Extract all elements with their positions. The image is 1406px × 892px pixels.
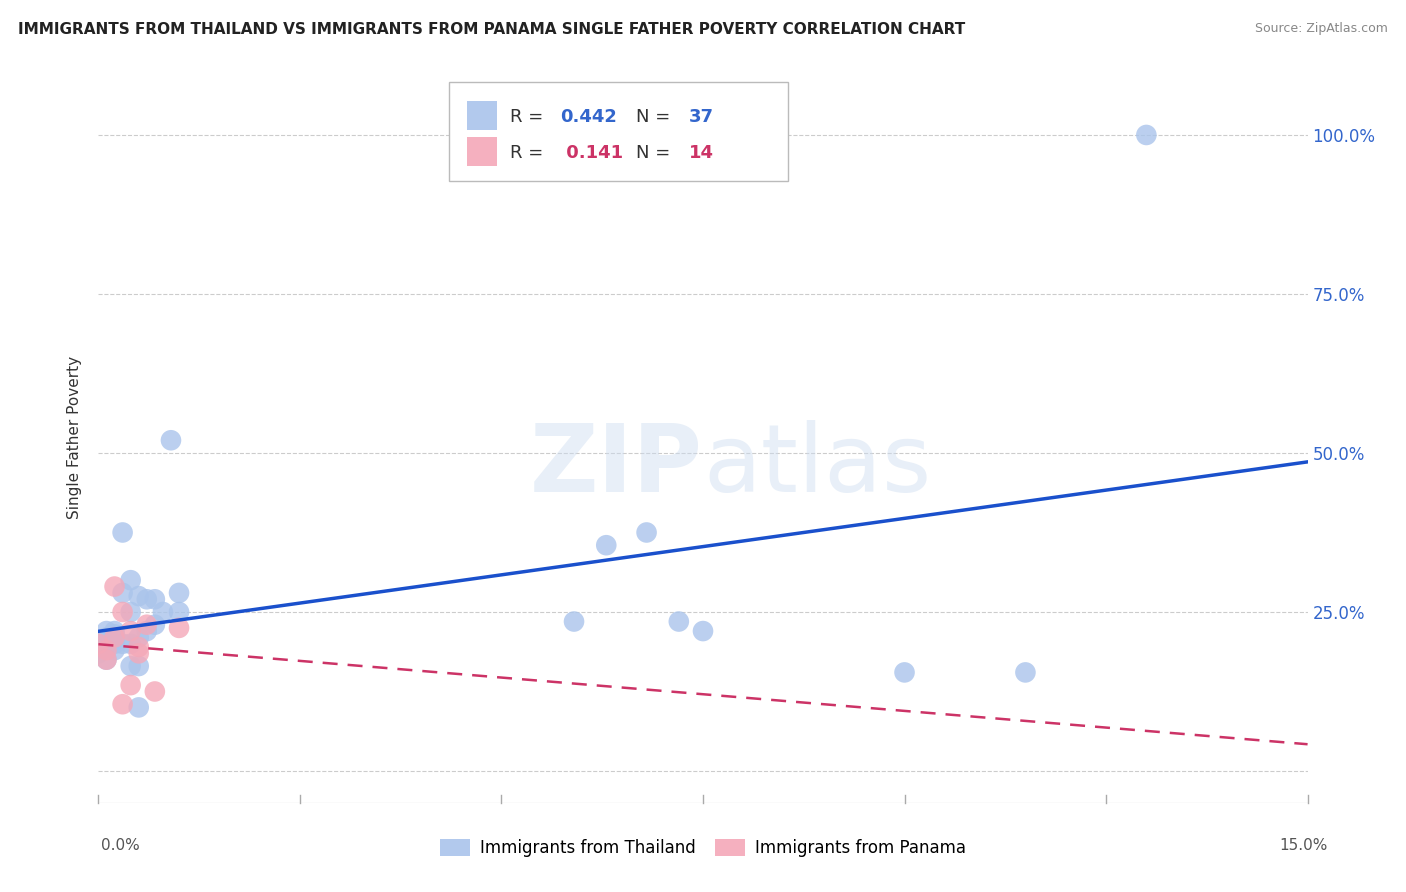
Text: R =: R = — [509, 145, 548, 162]
Point — [128, 589, 150, 603]
Text: 15.0%: 15.0% — [1279, 838, 1327, 853]
Point — [128, 631, 150, 645]
Text: R =: R = — [509, 108, 548, 126]
Point — [1135, 128, 1157, 142]
Point — [595, 538, 617, 552]
Point — [893, 665, 915, 680]
Point — [87, 637, 110, 651]
Point — [96, 653, 118, 667]
Point — [562, 615, 585, 629]
Point — [96, 624, 118, 638]
Point — [128, 640, 150, 654]
FancyBboxPatch shape — [449, 82, 787, 181]
Point — [143, 592, 166, 607]
Point — [160, 434, 183, 448]
Point — [167, 605, 190, 619]
Point — [128, 659, 150, 673]
Point — [96, 631, 118, 645]
Point — [111, 637, 134, 651]
Point — [103, 631, 125, 645]
Point — [128, 646, 150, 660]
Point — [96, 653, 118, 667]
Text: ZIP: ZIP — [530, 420, 703, 512]
Point — [120, 605, 142, 619]
Point — [135, 592, 157, 607]
Point — [143, 684, 166, 698]
Point — [103, 627, 125, 641]
Point — [135, 617, 157, 632]
Text: 0.442: 0.442 — [561, 108, 617, 126]
Point — [111, 586, 134, 600]
Point — [636, 525, 658, 540]
Point — [143, 617, 166, 632]
Point — [111, 605, 134, 619]
Text: 0.0%: 0.0% — [101, 838, 141, 853]
Point — [120, 573, 142, 587]
FancyBboxPatch shape — [467, 137, 498, 167]
Text: N =: N = — [637, 108, 676, 126]
Point — [96, 637, 118, 651]
Point — [111, 525, 134, 540]
Point — [120, 659, 142, 673]
Point — [692, 624, 714, 638]
Point — [103, 580, 125, 594]
Text: Source: ZipAtlas.com: Source: ZipAtlas.com — [1254, 22, 1388, 36]
Text: IMMIGRANTS FROM THAILAND VS IMMIGRANTS FROM PANAMA SINGLE FATHER POVERTY CORRELA: IMMIGRANTS FROM THAILAND VS IMMIGRANTS F… — [18, 22, 966, 37]
Y-axis label: Single Father Poverty: Single Father Poverty — [67, 356, 83, 518]
Point — [128, 700, 150, 714]
Point — [152, 605, 174, 619]
Point — [120, 624, 142, 638]
Point — [87, 640, 110, 654]
Point — [1014, 665, 1036, 680]
Point — [103, 637, 125, 651]
Text: N =: N = — [637, 145, 676, 162]
Text: 37: 37 — [689, 108, 713, 126]
Point — [87, 646, 110, 660]
Point — [167, 586, 190, 600]
Point — [103, 643, 125, 657]
Point — [103, 624, 125, 638]
Point — [96, 643, 118, 657]
Point — [111, 697, 134, 711]
Legend: Immigrants from Thailand, Immigrants from Panama: Immigrants from Thailand, Immigrants fro… — [433, 832, 973, 864]
Point — [120, 678, 142, 692]
Point — [167, 621, 190, 635]
FancyBboxPatch shape — [467, 101, 498, 130]
Text: atlas: atlas — [703, 420, 931, 512]
Point — [120, 637, 142, 651]
Point — [135, 624, 157, 638]
Text: 0.141: 0.141 — [561, 145, 623, 162]
Text: 14: 14 — [689, 145, 713, 162]
Point — [668, 615, 690, 629]
